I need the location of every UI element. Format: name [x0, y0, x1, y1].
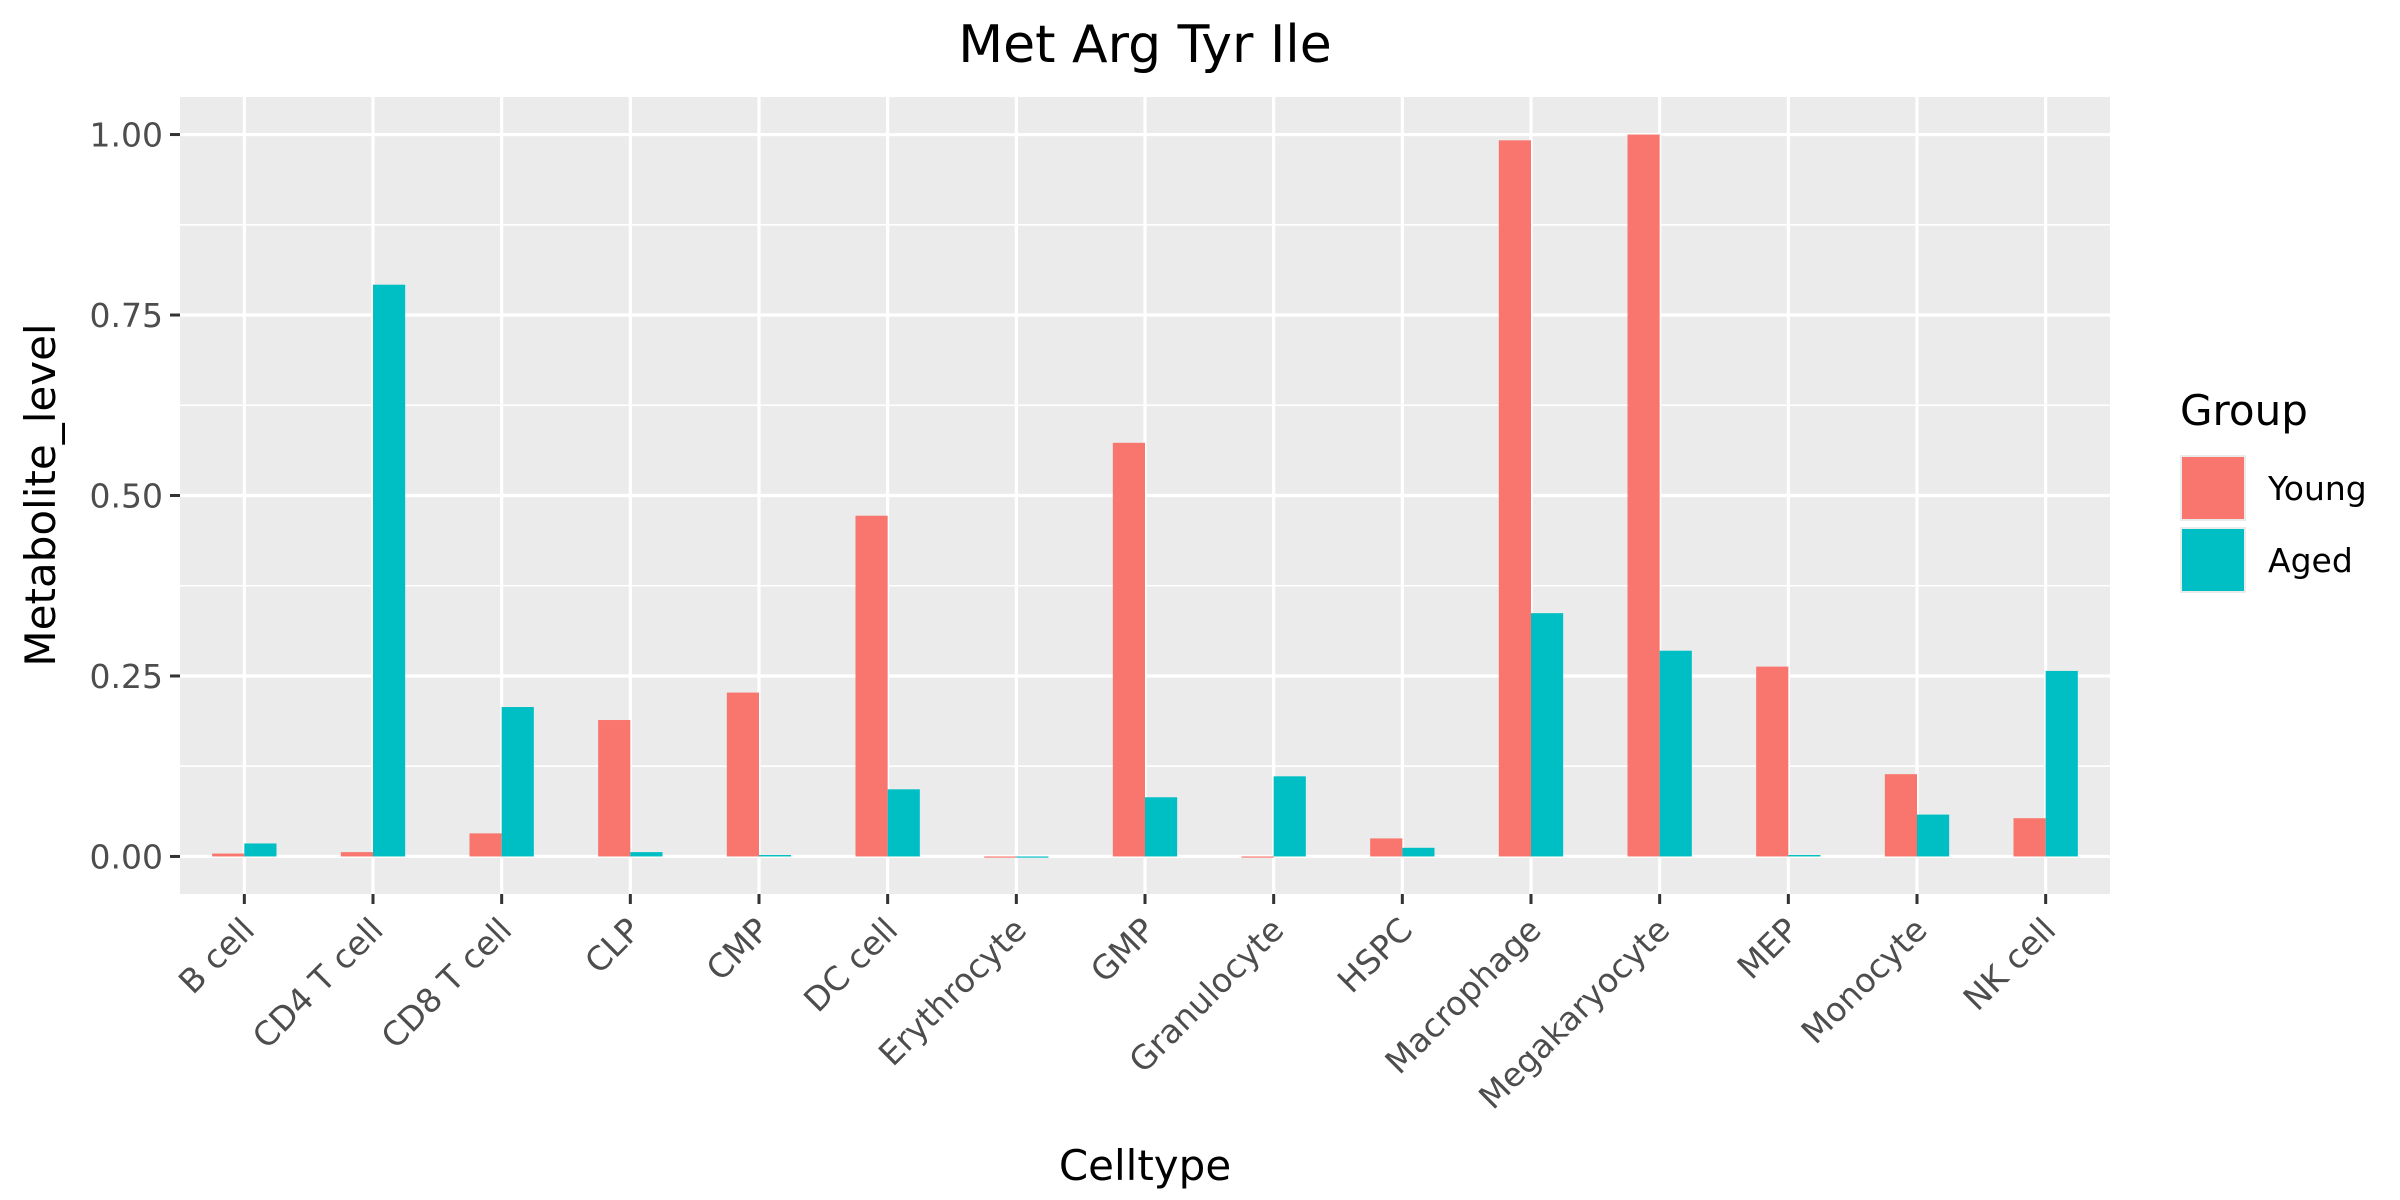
- legend-key-aged: [2182, 529, 2244, 591]
- bar-young-megakaryocyte: [1627, 134, 1660, 857]
- bar-aged-mep: [1788, 855, 1821, 857]
- x-tick-label: CD8 T cell: [373, 910, 519, 1056]
- bar-aged-cd4-t-cell: [373, 284, 406, 857]
- y-tick-label: 0.75: [90, 296, 163, 335]
- legend-label-aged: Aged: [2268, 541, 2353, 580]
- bars: [212, 134, 2078, 858]
- bar-aged-megakaryocyte: [1659, 650, 1692, 857]
- bar-young-monocyte: [1884, 774, 1917, 857]
- y-tick-label: 0.25: [90, 657, 163, 696]
- x-axis-title: Celltype: [1059, 1141, 1231, 1190]
- bar-aged-erythrocyte: [1016, 856, 1049, 858]
- y-axis-title: Metabolite_level: [16, 323, 65, 666]
- bar-young-cmp: [726, 692, 759, 857]
- x-tick-label: CMP: [699, 910, 777, 988]
- legend: Group Young Aged: [2180, 386, 2367, 593]
- x-tick-label: NK cell: [1955, 910, 2063, 1018]
- x-tick-label: B cell: [171, 910, 262, 1001]
- bar-aged-macrophage: [1531, 613, 1564, 857]
- bar-young-dc-cell: [855, 515, 888, 857]
- bar-young-erythrocyte: [984, 856, 1017, 858]
- x-tick-label: DC cell: [796, 910, 905, 1019]
- y-tick-label: 0.00: [90, 837, 163, 876]
- bar-aged-granulocyte: [1273, 776, 1306, 857]
- legend-key-young: [2182, 457, 2244, 519]
- bar-young-cd4-t-cell: [340, 852, 373, 857]
- bar-aged-cmp: [759, 855, 792, 857]
- bar-aged-clp: [630, 852, 663, 857]
- x-tick-label: MEP: [1729, 910, 1806, 987]
- bar-aged-hspc: [1402, 847, 1435, 857]
- x-tick-label: Monocyte: [1793, 910, 1934, 1051]
- bar-young-granulocyte: [1241, 856, 1274, 858]
- x-tick-label: CLP: [577, 910, 648, 981]
- bar-aged-cd8-t-cell: [501, 707, 534, 857]
- bar-young-gmp: [1112, 442, 1145, 857]
- bar-aged-b-cell: [244, 843, 277, 857]
- bar-young-mep: [1756, 666, 1789, 857]
- bar-young-macrophage: [1498, 140, 1531, 857]
- chart-title: Met Arg Tyr Ile: [958, 15, 1331, 75]
- bar-aged-monocyte: [1917, 814, 1950, 857]
- bar-young-cd8-t-cell: [469, 833, 502, 857]
- y-tick-label: 1.00: [90, 116, 163, 155]
- x-tick-label: HSPC: [1330, 910, 1420, 1000]
- x-tick-label: GMP: [1083, 910, 1163, 990]
- legend-label-young: Young: [2267, 469, 2367, 508]
- legend-title: Group: [2180, 386, 2308, 435]
- bar-young-clp: [598, 720, 631, 857]
- y-tick-label: 0.50: [90, 477, 163, 516]
- bar-aged-gmp: [1145, 797, 1178, 857]
- bar-aged-dc-cell: [887, 789, 920, 857]
- bar-aged-nk-cell: [2045, 670, 2078, 857]
- bar-young-b-cell: [212, 853, 245, 857]
- y-axis: 0.00 0.25 0.50 0.75 1.00: [90, 116, 180, 876]
- bar-young-nk-cell: [2013, 818, 2046, 857]
- x-tick-label: CD4 T cell: [245, 910, 391, 1056]
- bar-young-hspc: [1370, 838, 1403, 857]
